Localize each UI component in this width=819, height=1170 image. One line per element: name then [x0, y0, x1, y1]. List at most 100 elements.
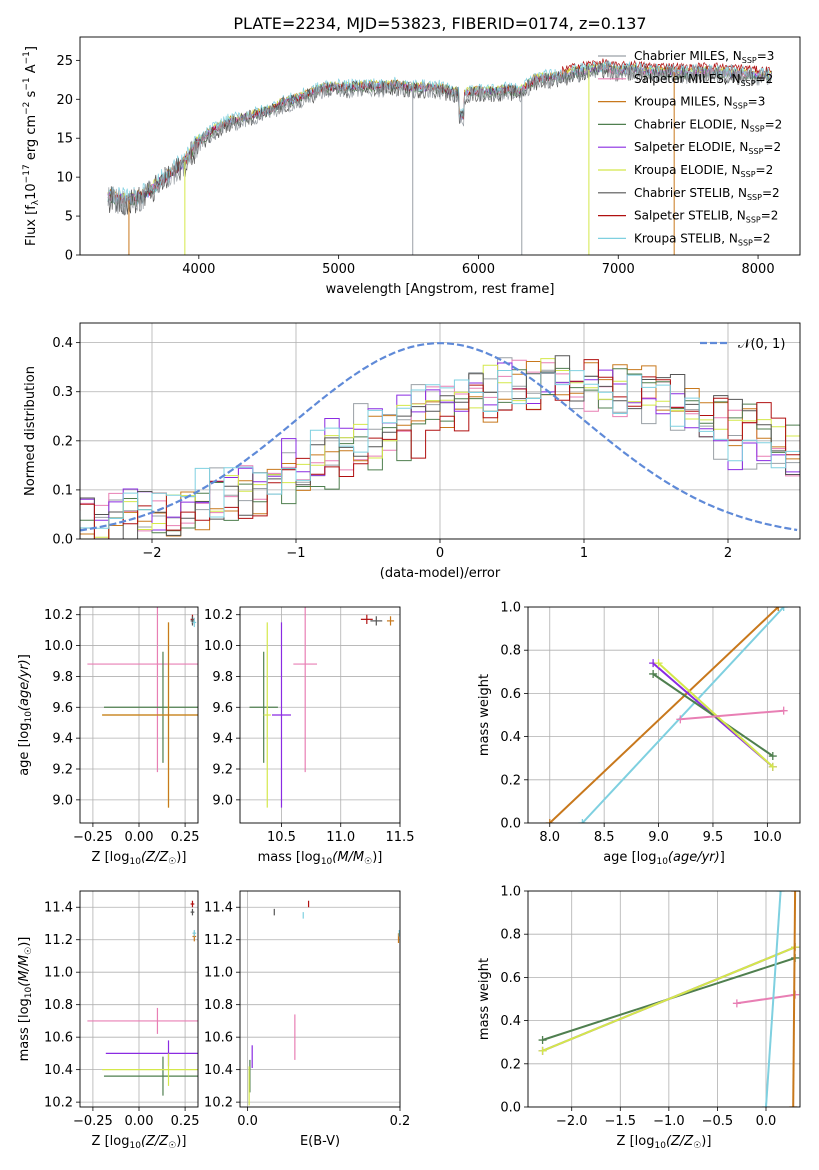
spectrum-plot-area [107, 58, 772, 255]
legend-label: Salpeter ELODIE, NSSP=2 [634, 140, 781, 156]
x-tick-label: −0.5 [702, 1114, 734, 1129]
y-tick-label: 11.2 [44, 933, 73, 948]
weight-marker [762, 1103, 770, 1107]
y-tick-label: 0.0 [500, 817, 521, 832]
weight-marker [538, 1036, 547, 1045]
y-tick-label: 10.4 [204, 1063, 233, 1078]
x-axis-label-rich: E(B-V) [300, 1134, 340, 1149]
x-tick-label: −2 [142, 546, 161, 561]
spectrum-axes: 4000 5000 6000 7000 8000 0 5 10 15 20 25 wavelength… [22, 36, 801, 297]
weight-series [680, 709, 784, 721]
x-axis-label-rich: Z [log10(Z/Z☉)] [617, 1134, 712, 1151]
y-tick-label: 0.0 [52, 533, 73, 548]
y-tick-label: 11.0 [44, 966, 73, 981]
y-tick-label: 10.0 [204, 639, 233, 654]
mass-weight-vs-Z-axes: −2.0 −1.5 −1.0 −0.5 0.0 0.0 0.2 0.4 0.6 0.8 1.0 Z [… [477, 885, 801, 1151]
weight-series [765, 891, 782, 1107]
y-tick-label: 10.2 [204, 1096, 233, 1111]
legend-label: Kroupa STELIB, NSSP=2 [634, 231, 771, 247]
mass-vs-EBV-axes: 0.0 0.2 10.2 10.4 10.6 10.8 11.0 11.2 11.4 E(B-V) [204, 890, 410, 1149]
weight-series [549, 607, 779, 823]
y-tick-label: 9.8 [212, 670, 233, 685]
age-vs-mass-plot-area [240, 607, 400, 823]
weight-marker [776, 891, 785, 895]
y-tick-label: 0.6 [500, 687, 521, 702]
y-tick-label: 10.6 [204, 1031, 233, 1046]
x-tick-label: 8000 [742, 262, 775, 277]
weight-marker [538, 1046, 547, 1055]
y-tick-label: 10.4 [44, 1063, 73, 1078]
figure-title: PLATE=2234, MJD=53823, FIBERID=0174, z=0… [233, 14, 646, 33]
x-tick-label: 6000 [462, 262, 495, 277]
weight-marker [578, 819, 587, 823]
y-tick-label: 0 [65, 249, 73, 264]
x-tick-label: 1 [580, 546, 588, 561]
y-axis-label: mass weight [477, 958, 492, 1040]
y-tick-label: 9.2 [212, 763, 233, 778]
y-tick-label: 11.0 [204, 966, 233, 981]
age-vs-Z-frame [79, 606, 199, 824]
x-axis-label-rich: Z [log10(Z/Z☉)] [92, 850, 187, 867]
age-vs-mass-axes: 10.5 11.0 11.5 9.0 9.2 9.4 9.6 9.8 10.0 10.2 mass … [204, 606, 415, 867]
x-tick-label: −1.5 [604, 1114, 636, 1129]
weight-marker [654, 659, 663, 668]
y-tick-label: 0.4 [500, 1014, 521, 1029]
age-vs-mass-frame [239, 606, 401, 824]
weight-marker [779, 706, 788, 715]
y-tick-label: 9.4 [52, 732, 73, 747]
y-tick-label: 9.0 [212, 793, 233, 808]
mass-weight-vs-Z-grid [528, 891, 800, 1107]
x-tick-label: 11.5 [386, 830, 415, 845]
y-tick-label: 1.0 [500, 885, 521, 900]
mass-vs-Z-axes: −0.25 0.00 0.25 10.2 10.4 10.6 10.8 11.0 11.2 11.… [17, 890, 200, 1151]
y-tick-label: 0.8 [500, 644, 521, 659]
x-tick-label: 0.00 [125, 830, 154, 845]
gaussian-curve [80, 342, 798, 532]
y-tick-label: 0.6 [500, 971, 521, 986]
y-tick-label: 10.0 [44, 639, 73, 654]
y-tick-label: 9.2 [52, 763, 73, 778]
y-tick-label: 0.3 [52, 385, 73, 400]
y-tick-label: 0.1 [52, 483, 73, 498]
weight-series [652, 673, 774, 757]
x-tick-label: 11.0 [326, 830, 355, 845]
y-tick-label: 25 [56, 54, 73, 69]
x-tick-label: −0.25 [73, 830, 113, 845]
y-axis-label: mass weight [477, 674, 492, 756]
weight-marker [649, 669, 658, 678]
x-tick-label: 2 [724, 546, 732, 561]
weight-marker [768, 762, 777, 771]
mass-vs-Z-frame [79, 890, 199, 1108]
residual-histogram-plot-area [80, 323, 800, 539]
mass-weight-vs-Z-frame [527, 890, 801, 1108]
mass-vs-EBV-frame [239, 890, 401, 1108]
weight-marker [732, 999, 741, 1008]
x-axis-label: (data-model)/error [380, 566, 501, 581]
y-tick-label: 11.2 [204, 933, 233, 948]
legend-label: Kroupa MILES, NSSP=3 [634, 95, 765, 111]
y-tick-label: 0.4 [500, 730, 521, 745]
weight-series [657, 662, 774, 768]
mass-weight-vs-age-frame [527, 606, 801, 824]
y-tick-label: 0.8 [500, 928, 521, 943]
residual-histogram-axes: −2 −1 0 1 2 0.0 0.1 0.2 0.3 0.4 𝒩(0, 1) (data-model… [23, 322, 801, 581]
legend-label: Salpeter STELIB, NSSP=2 [634, 209, 778, 225]
weight-marker [774, 607, 783, 611]
x-tick-label: −2.0 [556, 1114, 588, 1129]
weight-marker [791, 891, 800, 895]
y-axis-label: Flux [fλ10−17 erg cm−2 s−1 A−1] [22, 46, 41, 246]
y-tick-label: 10.8 [204, 998, 233, 1013]
x-tick-label: −0.25 [73, 1114, 113, 1129]
weight-series [542, 946, 796, 1052]
histogram-legend: 𝒩(0, 1) [700, 337, 785, 352]
y-tick-label: 0.2 [500, 773, 521, 788]
legend-label: Kroupa ELODIE, NSSP=2 [634, 163, 773, 179]
weight-marker [789, 1103, 798, 1107]
x-tick-label: 0.25 [171, 1114, 200, 1129]
x-tick-label: 10.5 [267, 830, 296, 845]
x-tick-label: −1.0 [653, 1114, 685, 1129]
legend-label: 𝒩(0, 1) [738, 337, 785, 352]
y-tick-label: 15 [56, 132, 73, 147]
legend-label: Salpeter MILES, NSSP=2 [634, 72, 773, 88]
